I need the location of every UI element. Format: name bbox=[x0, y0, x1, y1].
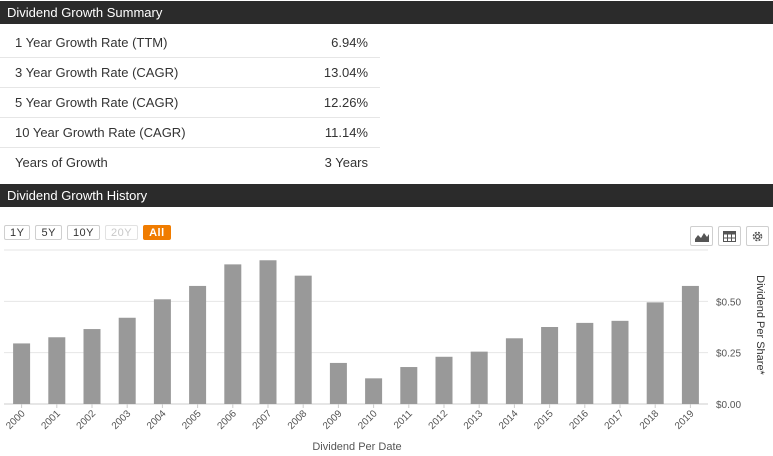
table-icon bbox=[723, 230, 736, 242]
history-title: Dividend Growth History bbox=[7, 188, 148, 203]
summary-label: 10 Year Growth Rate (CAGR) bbox=[15, 125, 186, 140]
x-tick-label: 2004 bbox=[145, 408, 169, 432]
x-tick-label: 2005 bbox=[180, 408, 204, 432]
bar-2018[interactable] bbox=[646, 302, 664, 404]
bar-2015[interactable] bbox=[541, 327, 559, 404]
y-tick-label: $0.50 bbox=[716, 297, 741, 308]
bar-2010[interactable] bbox=[365, 378, 383, 404]
summary-value: 12.26% bbox=[323, 95, 368, 110]
bar-2003[interactable] bbox=[118, 317, 136, 404]
bar-2013[interactable] bbox=[470, 351, 488, 404]
summary-value: 3 Years bbox=[324, 155, 368, 170]
range-all-button[interactable]: All bbox=[143, 225, 171, 240]
bar-2007[interactable] bbox=[259, 260, 277, 404]
settings-button[interactable] bbox=[746, 226, 769, 246]
x-tick-label: 2002 bbox=[75, 408, 99, 432]
range-5y-button[interactable]: 5Y bbox=[35, 225, 62, 240]
summary-row: 5 Year Growth Rate (CAGR) 12.26% bbox=[0, 88, 380, 118]
y-axis-label: Dividend Per Share* bbox=[754, 275, 766, 375]
summary-row: 10 Year Growth Rate (CAGR) 11.14% bbox=[0, 118, 380, 148]
summary-label: Years of Growth bbox=[15, 155, 108, 170]
summary-row: Years of Growth 3 Years bbox=[0, 148, 380, 177]
x-tick-label: 2010 bbox=[356, 408, 380, 432]
bar-2000[interactable] bbox=[13, 343, 31, 404]
bar-2019[interactable] bbox=[681, 285, 699, 404]
bar-2012[interactable] bbox=[435, 356, 453, 404]
area-chart-icon bbox=[694, 232, 709, 242]
y-tick-label: $0.25 bbox=[716, 349, 741, 360]
x-tick-label: 2019 bbox=[673, 408, 697, 432]
range-1y-button[interactable]: 1Y bbox=[4, 225, 31, 240]
summary-table: 1 Year Growth Rate (TTM) 6.94% 3 Year Gr… bbox=[0, 28, 380, 177]
summary-row: 3 Year Growth Rate (CAGR) 13.04% bbox=[0, 58, 380, 88]
x-tick-label: 2007 bbox=[251, 408, 275, 432]
bar-2002[interactable] bbox=[83, 329, 101, 404]
x-tick-label: 2018 bbox=[638, 408, 662, 432]
range-selector: 1Y 5Y 10Y 20Y All bbox=[4, 225, 171, 240]
range-10y-button[interactable]: 10Y bbox=[66, 225, 101, 240]
summary-header: Dividend Growth Summary bbox=[0, 1, 773, 24]
x-tick-label: 2012 bbox=[427, 408, 451, 432]
bar-2008[interactable] bbox=[294, 275, 312, 404]
bar-2005[interactable] bbox=[189, 285, 207, 404]
x-tick-label: 2006 bbox=[215, 408, 239, 432]
gear-icon bbox=[752, 231, 763, 241]
bar-2011[interactable] bbox=[400, 367, 418, 404]
y-tick-label: $0.00 bbox=[716, 400, 741, 411]
bar-2001[interactable] bbox=[48, 337, 66, 404]
x-tick-label: 2000 bbox=[4, 408, 28, 432]
x-tick-label: 2017 bbox=[603, 408, 627, 432]
x-tick-label: 2015 bbox=[532, 408, 556, 432]
x-tick-label: 2003 bbox=[110, 408, 134, 432]
summary-row: 1 Year Growth Rate (TTM) 6.94% bbox=[0, 28, 380, 58]
x-tick-label: 2013 bbox=[462, 408, 486, 432]
table-view-button[interactable] bbox=[718, 226, 741, 246]
bar-2017[interactable] bbox=[611, 320, 629, 404]
x-tick-label: 2009 bbox=[321, 408, 345, 432]
summary-label: 5 Year Growth Rate (CAGR) bbox=[15, 95, 179, 110]
bar-2009[interactable] bbox=[329, 362, 347, 404]
summary-title: Dividend Growth Summary bbox=[7, 5, 163, 20]
range-20y-button[interactable]: 20Y bbox=[105, 225, 139, 240]
bar-2004[interactable] bbox=[153, 299, 171, 404]
dividend-bar-chart: 2000 2001 2002 2003 2004 2005 2006 2007 2008 2009… bbox=[4, 249, 766, 453]
area-chart-button[interactable] bbox=[690, 226, 713, 246]
summary-label: 1 Year Growth Rate (TTM) bbox=[15, 35, 168, 50]
x-tick-label: 2011 bbox=[392, 408, 415, 431]
bar-2006[interactable] bbox=[224, 264, 242, 404]
summary-value: 13.04% bbox=[323, 65, 368, 80]
x-axis-label: Dividend Per Date bbox=[312, 441, 401, 453]
x-tick-label: 2014 bbox=[497, 408, 521, 432]
summary-value: 11.14% bbox=[324, 125, 368, 140]
x-tick-label: 2008 bbox=[286, 408, 310, 432]
chart-tools bbox=[690, 226, 769, 246]
bar-2016[interactable] bbox=[576, 322, 594, 404]
x-tick-label: 2016 bbox=[567, 408, 591, 432]
history-header: Dividend Growth History bbox=[0, 184, 773, 207]
summary-label: 3 Year Growth Rate (CAGR) bbox=[15, 65, 179, 80]
bar-2014[interactable] bbox=[505, 338, 523, 404]
summary-value: 6.94% bbox=[331, 35, 368, 50]
x-tick-label: 2001 bbox=[39, 408, 63, 432]
